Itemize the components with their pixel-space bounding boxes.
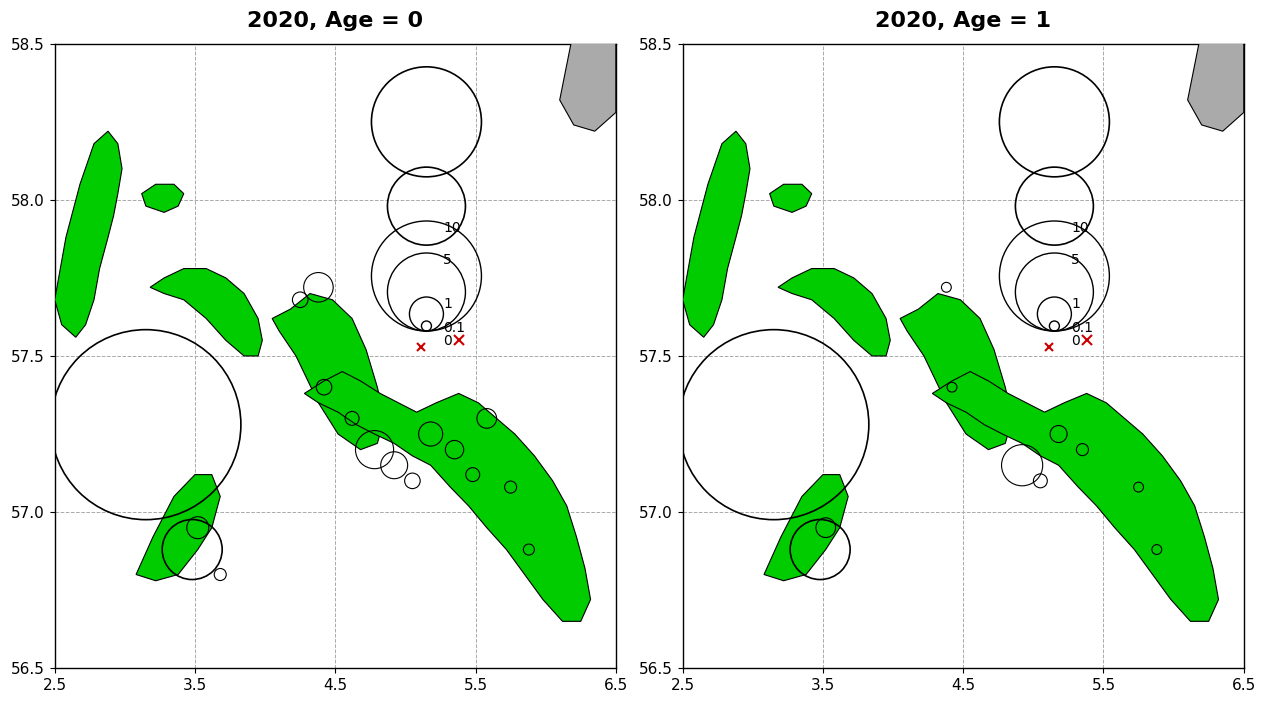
Text: 1: 1 (443, 297, 452, 311)
Title: 2020, Age = 0: 2020, Age = 0 (247, 11, 423, 31)
Text: 0: 0 (443, 334, 452, 348)
Polygon shape (150, 268, 262, 356)
Polygon shape (900, 294, 1012, 450)
Polygon shape (933, 372, 1219, 622)
Polygon shape (683, 131, 750, 337)
Title: 2020, Age = 1: 2020, Age = 1 (875, 11, 1052, 31)
Polygon shape (769, 184, 812, 213)
Text: 10: 10 (443, 221, 461, 235)
Text: 5: 5 (1071, 253, 1079, 267)
Polygon shape (1187, 13, 1244, 131)
Text: 10: 10 (1071, 221, 1088, 235)
Polygon shape (54, 131, 122, 337)
Polygon shape (272, 294, 384, 450)
Polygon shape (136, 474, 220, 581)
Polygon shape (560, 13, 616, 131)
Polygon shape (764, 474, 848, 581)
Text: 0.1: 0.1 (443, 321, 465, 335)
Text: 1: 1 (1071, 297, 1079, 311)
Polygon shape (778, 268, 891, 356)
Polygon shape (142, 184, 184, 213)
Text: 0: 0 (1071, 334, 1079, 348)
Text: 5: 5 (443, 253, 452, 267)
Polygon shape (304, 372, 590, 622)
Text: 0.1: 0.1 (1071, 321, 1093, 335)
